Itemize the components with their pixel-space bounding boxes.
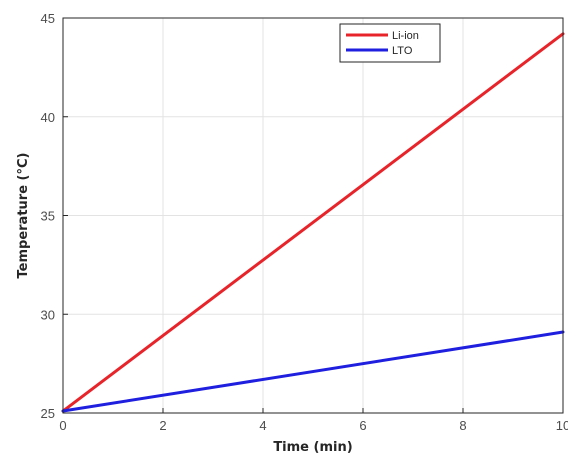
x-tick-label: 8 bbox=[459, 418, 466, 433]
legend: Li-ion LTO bbox=[339, 23, 441, 63]
series-line-lto bbox=[61, 330, 565, 413]
y-tick-label: 25 bbox=[41, 406, 55, 421]
grid-lines bbox=[63, 18, 563, 413]
y-tick-label: 40 bbox=[41, 110, 55, 125]
series-line-li-ion bbox=[61, 32, 565, 413]
x-tick-label: 2 bbox=[159, 418, 166, 433]
x-tick-label: 10 bbox=[556, 418, 568, 433]
x-axis-label: Time (min) bbox=[273, 440, 352, 455]
y-tick-label: 30 bbox=[41, 307, 55, 322]
series-lines bbox=[61, 32, 565, 413]
x-tick-label: 4 bbox=[259, 418, 266, 433]
y-tick-label: 45 bbox=[41, 11, 55, 26]
y-axis-label: Temperature (°C) bbox=[16, 153, 31, 279]
y-tick-label: 35 bbox=[41, 209, 55, 224]
legend-box bbox=[339, 23, 441, 63]
x-tick-label: 6 bbox=[359, 418, 366, 433]
axis-ticks: 0 2 4 6 8 10 25 30 35 40 45 bbox=[41, 11, 568, 433]
legend-label: Li-ion bbox=[392, 30, 419, 42]
x-tick-label: 0 bbox=[59, 418, 66, 433]
legend-label: LTO bbox=[392, 45, 413, 57]
